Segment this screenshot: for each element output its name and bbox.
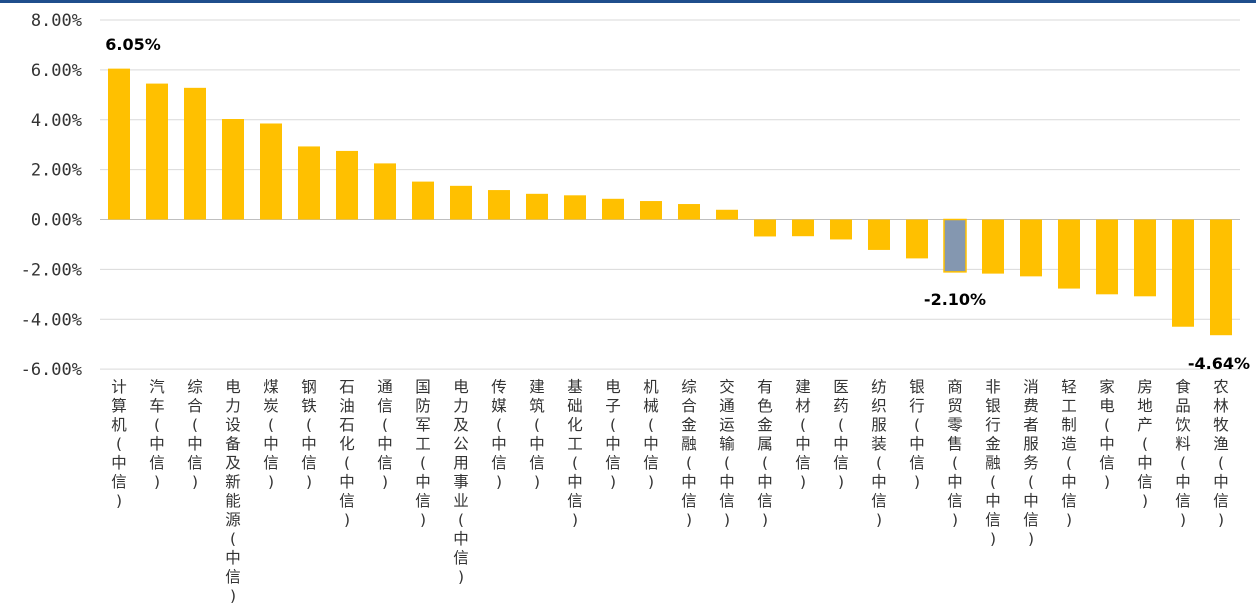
bar <box>108 68 130 220</box>
data-label: 6.05% <box>105 35 161 54</box>
y-tick-label: 4.00% <box>31 111 82 131</box>
bar <box>412 181 434 220</box>
x-category-label: 传媒(中信) <box>491 378 507 491</box>
bar <box>602 198 624 220</box>
y-tick-label: 2.00% <box>31 161 82 181</box>
x-category-label: 国防军工(中信) <box>415 378 431 529</box>
x-category-label: 银行(中信) <box>909 378 925 491</box>
bar <box>943 218 967 273</box>
bar <box>1020 219 1042 277</box>
x-category-label: 家电(中信) <box>1099 378 1115 491</box>
x-category-label: 基础化工(中信) <box>567 378 583 529</box>
bar <box>336 150 358 220</box>
bar <box>754 219 776 237</box>
y-tick-label: -6.00% <box>21 360 82 380</box>
x-axis-category-labels: 计算机(中信) 汽车(中信) 综合(中信) 电力设备及新能源(中信) 煤炭(中信) 钢铁(… <box>111 378 1229 605</box>
bar <box>640 201 662 220</box>
data-label: -4.64% <box>1188 354 1250 373</box>
bar <box>222 119 244 220</box>
y-tick-label: -2.00% <box>21 260 82 280</box>
bar <box>792 219 814 237</box>
bar <box>868 219 890 250</box>
bar <box>830 219 852 240</box>
bar <box>564 195 586 220</box>
data-label: -2.10% <box>924 290 986 309</box>
bar <box>1134 219 1156 297</box>
x-category-label: 房地产(中信) <box>1137 378 1153 510</box>
bar <box>374 163 396 220</box>
top-border-line <box>0 0 1256 3</box>
y-axis-tick-labels: 8.00% 6.00% 4.00% 2.00% 0.00% -2.00% -4.00% -6.… <box>21 11 82 380</box>
bars <box>108 68 1232 336</box>
x-category-label: 计算机(中信) <box>111 378 127 510</box>
x-category-label: 电子(中信) <box>605 378 621 491</box>
bar <box>982 219 1004 274</box>
bar <box>1172 219 1194 327</box>
x-category-label: 综合(中信) <box>187 378 203 491</box>
bar <box>450 185 472 220</box>
x-category-label: 消费者服务(中信) <box>1023 378 1039 548</box>
x-category-label: 商贸零售(中信) <box>947 378 963 529</box>
x-category-label: 农林牧渔(中信) <box>1213 378 1229 529</box>
x-category-label: 食品饮料(中信) <box>1175 378 1191 529</box>
x-category-label: 综合金融(中信) <box>681 378 697 529</box>
x-category-label: 轻工制造(中信) <box>1061 378 1077 529</box>
bar <box>716 209 738 220</box>
bar <box>260 123 282 220</box>
x-category-label: 电力及公用事业(中信) <box>453 378 469 586</box>
x-category-label: 有色金属(中信) <box>757 378 773 529</box>
x-category-label: 非银行金融(中信) <box>985 378 1001 548</box>
x-category-label: 医药(中信) <box>833 378 849 491</box>
y-tick-label: 6.00% <box>31 61 82 81</box>
x-category-label: 煤炭(中信) <box>263 378 279 491</box>
bar <box>526 193 548 220</box>
x-category-label: 石油石化(中信) <box>339 378 355 529</box>
x-category-label: 汽车(中信) <box>149 378 165 491</box>
y-tick-label: 8.00% <box>31 11 82 31</box>
bar <box>298 146 320 220</box>
y-tick-label: -4.00% <box>21 310 82 330</box>
bar <box>184 87 206 220</box>
x-category-label: 钢铁(中信) <box>301 378 317 491</box>
bar <box>1058 219 1080 289</box>
bar <box>1096 219 1118 295</box>
x-category-label: 交通运输(中信) <box>719 378 735 529</box>
bar <box>488 190 510 220</box>
bar <box>146 83 168 220</box>
y-tick-label: 0.00% <box>31 211 82 231</box>
bar <box>1210 219 1232 336</box>
bar <box>678 204 700 220</box>
x-category-label: 纺织服装(中信) <box>871 378 887 529</box>
x-category-label: 建筑(中信) <box>529 378 545 491</box>
gridlines <box>100 19 1240 370</box>
data-labels: 6.05% -2.10% -4.64% <box>105 35 1250 373</box>
bar <box>906 219 928 259</box>
x-category-label: 机械(中信) <box>643 378 659 491</box>
x-category-label: 电力设备及新能源(中信) <box>225 378 241 605</box>
x-category-label: 通信(中信) <box>377 378 393 491</box>
x-category-label: 建材(中信) <box>795 378 811 491</box>
